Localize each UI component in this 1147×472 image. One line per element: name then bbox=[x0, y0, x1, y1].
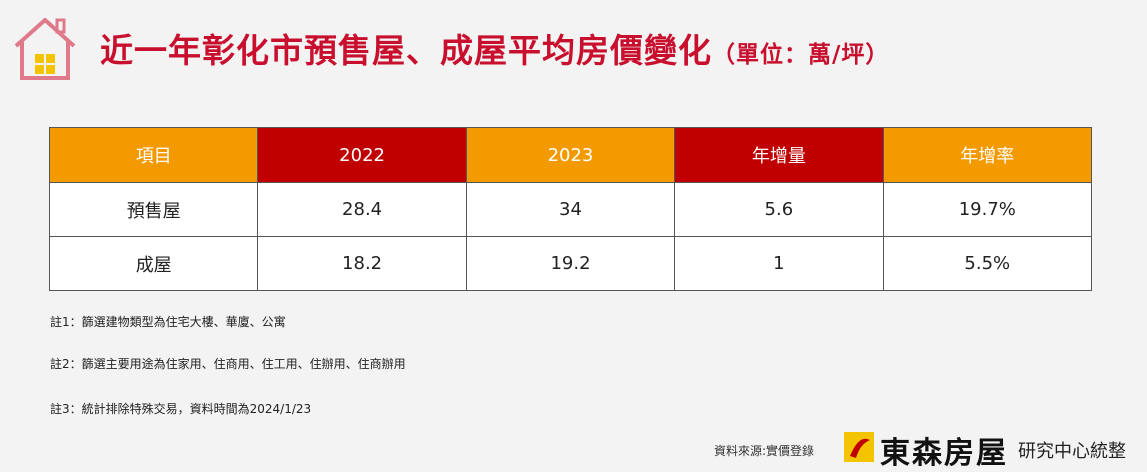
row: 成屋 18.2 19.2 1 5.5% bbox=[48, 236, 1093, 291]
column-header: 年增率 bbox=[882, 127, 1093, 183]
department: 研究中心統整 bbox=[1018, 441, 1126, 462]
note: 註3：統計排除特殊交易，資料時間為2024/1/23 bbox=[50, 402, 312, 416]
header-row: 項目 2022 2023 年增量 年增率 bbox=[48, 127, 1093, 183]
cell: 19.2 bbox=[465, 236, 676, 291]
note: 註2：篩選主要用途為住家用、住商用、住工用、住辦用、住商辦用 bbox=[50, 357, 406, 371]
price-table: 項目 2022 2023 年增量 年增率 預售屋 28.4 34 5.6 19.… bbox=[48, 127, 1093, 291]
note: 註1：篩選建物類型為住宅大樓、華廈、公寓 bbox=[50, 315, 286, 329]
column-header: 項目 bbox=[48, 127, 259, 183]
cell: 19.7% bbox=[882, 182, 1093, 237]
cell: 成屋 bbox=[48, 236, 259, 291]
cell: 5.5% bbox=[882, 236, 1093, 291]
house-icon bbox=[14, 18, 76, 80]
column-header: 2022 bbox=[257, 127, 467, 183]
cell: 34 bbox=[465, 182, 676, 237]
source: 資料來源:實價登錄 bbox=[714, 444, 815, 458]
column-header: 2023 bbox=[465, 127, 676, 183]
unit: （單位：萬/坪） bbox=[712, 42, 890, 68]
cell: 18.2 bbox=[257, 236, 467, 291]
brand-logo bbox=[844, 432, 874, 462]
brand: 東森房屋 bbox=[880, 436, 1008, 471]
cell: 1 bbox=[674, 236, 884, 291]
column-header: 年增量 bbox=[674, 127, 884, 183]
cell: 5.6 bbox=[674, 182, 884, 237]
cell: 28.4 bbox=[257, 182, 467, 237]
title: 近一年彰化市預售屋、成屋平均房價變化（單位：萬/坪） bbox=[100, 24, 889, 72]
row: 預售屋 28.4 34 5.6 19.7% bbox=[48, 182, 1093, 237]
title-text: 近一年彰化市預售屋、成屋平均房價變化 bbox=[100, 31, 712, 70]
cell: 預售屋 bbox=[48, 182, 259, 237]
